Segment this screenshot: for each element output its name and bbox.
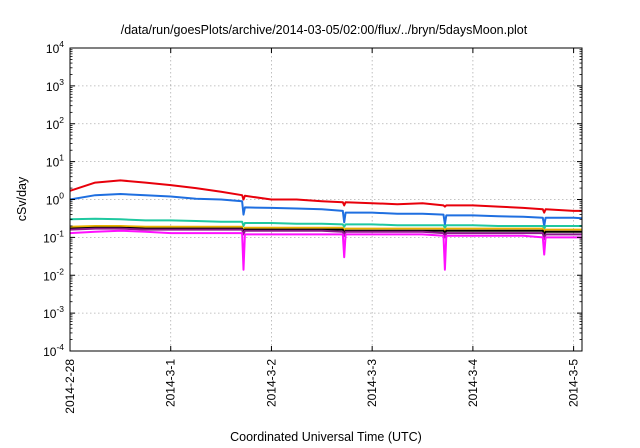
- y-tick-label: 10-3: [43, 304, 64, 321]
- series-line-7: [69, 229, 582, 271]
- x-tick-label: 2014-3-2: [264, 359, 278, 407]
- x-tick-label: 2014-3-3: [365, 359, 379, 407]
- y-tick-label: 104: [46, 39, 64, 56]
- x-axis-label: Coordinated Universal Time (UTC): [230, 430, 422, 444]
- x-axis-ticks: 2014-2-28 2014-3-1 2014-3-2 2014-3-3 2014-3-…: [63, 48, 581, 414]
- x-tick-label: 2014-3-5: [567, 359, 581, 407]
- y-tick-label: 10-1: [43, 228, 64, 245]
- series-line-3: [69, 217, 582, 230]
- y-tick-label: 10-2: [43, 266, 64, 283]
- series-lines: [69, 179, 583, 271]
- y-axis-ticks: 10-4 10-3 10-2 10-1 100 101 102 103 104: [43, 39, 582, 359]
- series-line-2: [69, 193, 583, 227]
- y-axis-label: cSv/day: [15, 176, 29, 221]
- chart-title: /data/run/goesPlots/archive/2014-03-05/0…: [121, 23, 528, 37]
- y-tick-label: 10-4: [43, 342, 64, 359]
- y-tick-label: 103: [46, 77, 64, 94]
- y-tick-label: 102: [46, 115, 64, 132]
- series-line-1: [69, 179, 582, 214]
- series-line-4: [69, 225, 582, 233]
- x-tick-label: 2014-3-4: [466, 359, 480, 407]
- x-tick-label: 2014-3-1: [164, 359, 178, 407]
- y-tick-label: 101: [46, 153, 64, 170]
- grid-lines: [70, 48, 582, 351]
- x-tick-label: 2014-2-28: [63, 359, 77, 414]
- y-tick-label: 100: [46, 191, 64, 208]
